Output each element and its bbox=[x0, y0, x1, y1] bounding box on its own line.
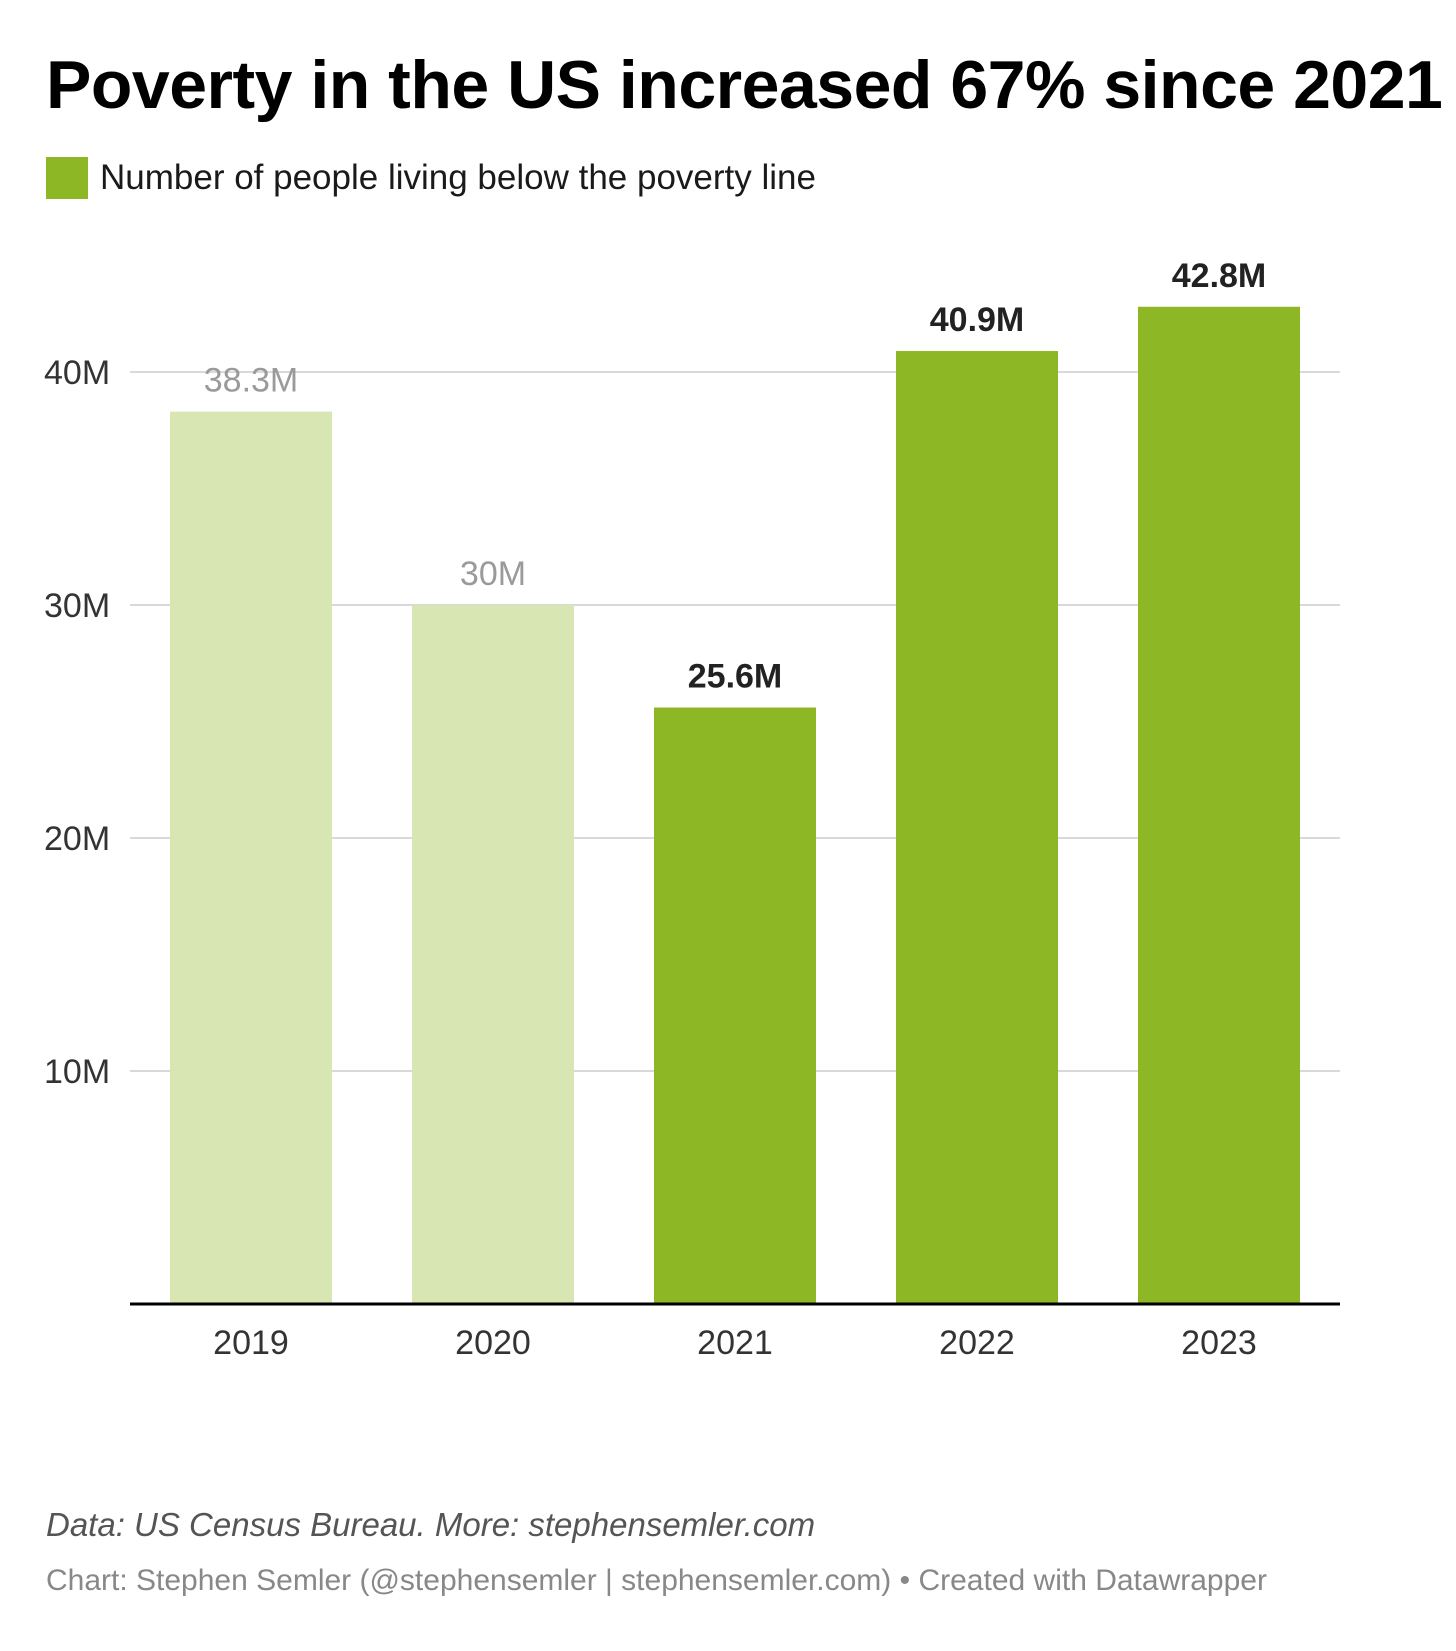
data-label: 38.3M bbox=[204, 362, 299, 400]
x-tick-label: 2022 bbox=[939, 1324, 1015, 1362]
bar bbox=[896, 351, 1058, 1304]
legend-label: Number of people living below the povert… bbox=[100, 158, 816, 197]
legend: Number of people living below the povert… bbox=[46, 157, 816, 199]
bar bbox=[1138, 306, 1300, 1304]
bar bbox=[654, 707, 816, 1304]
data-label: 40.9M bbox=[930, 301, 1025, 339]
y-tick-label: 10M bbox=[44, 1053, 110, 1091]
data-label: 42.8M bbox=[1172, 257, 1267, 295]
y-tick-label: 40M bbox=[44, 354, 110, 392]
bar bbox=[412, 605, 574, 1304]
x-tick-label: 2023 bbox=[1181, 1324, 1257, 1362]
data-label: 25.6M bbox=[688, 658, 783, 696]
x-tick-label: 2021 bbox=[697, 1324, 773, 1362]
data-label: 30M bbox=[460, 555, 526, 593]
footer-credit: Chart: Stephen Semler (@stephensemler | … bbox=[46, 1564, 1267, 1597]
legend-swatch bbox=[46, 157, 88, 199]
footer-source: Data: US Census Bureau. More: stephensem… bbox=[46, 1506, 816, 1543]
x-tick-label: 2020 bbox=[455, 1324, 531, 1362]
bar bbox=[170, 411, 332, 1304]
y-tick-label: 30M bbox=[44, 587, 110, 625]
chart-title: Poverty in the US increased 67% since 20… bbox=[46, 47, 1443, 123]
y-tick-label: 20M bbox=[44, 820, 110, 858]
bar-chart: 10M 20M 30M 40M 38.3M 2019 30M 2020 25.6M 2021 40.… bbox=[44, 257, 1340, 1362]
x-tick-label: 2019 bbox=[213, 1324, 289, 1362]
